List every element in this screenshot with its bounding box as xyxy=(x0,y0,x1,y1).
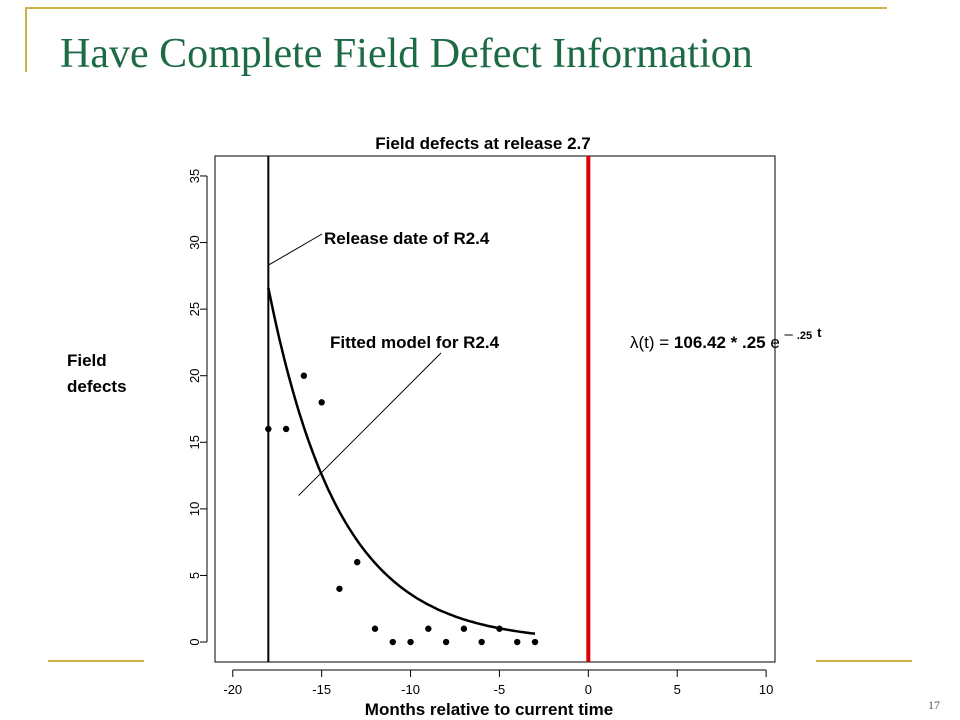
data-point xyxy=(460,625,468,632)
y-tick-label: 35 xyxy=(187,169,202,183)
formula-exp-sign: – xyxy=(785,326,794,343)
x-tick-label: -20 xyxy=(223,682,242,697)
plot-area: -20 -15 -10 -5 0 5 10 0 5 10 15 20 25 30 35 xyxy=(187,155,776,697)
slide-title: Have Complete Field Defect Information xyxy=(60,31,753,77)
plot-frame xyxy=(214,155,776,663)
y-tick-label: 25 xyxy=(187,302,202,316)
release-pointer xyxy=(268,233,323,266)
data-point xyxy=(354,558,361,566)
x-tick-label: -5 xyxy=(494,682,506,697)
x-axis-label: Months relative to current time xyxy=(365,700,613,719)
title-rule-top xyxy=(25,7,887,9)
y-tick-label: 30 xyxy=(187,235,202,249)
data-point xyxy=(371,625,379,632)
footer-rule-right xyxy=(816,660,912,662)
formula-exp-var: t xyxy=(817,325,822,340)
formula-prefix: λ(t) = xyxy=(630,333,674,352)
data-point xyxy=(407,638,414,646)
model-formula: λ(t) = 106.42 * .25 e – .25 t xyxy=(630,325,822,352)
data-point xyxy=(514,638,521,646)
y-axis-label-line1: Field xyxy=(67,351,107,370)
x-tick-label: -10 xyxy=(401,682,420,697)
data-point xyxy=(336,585,343,592)
data-point xyxy=(318,399,325,406)
y-tick-label: 10 xyxy=(187,502,202,516)
fitted-pointer xyxy=(298,352,442,496)
release-annotation: Release date of R2.4 xyxy=(324,229,490,248)
title-rule-left xyxy=(25,7,27,72)
fitted-curve xyxy=(267,287,536,635)
chart-title: Field defects at release 2.7 xyxy=(375,134,590,153)
formula-exp-rate: .25 xyxy=(797,330,812,342)
data-point xyxy=(282,425,290,433)
formula-coefficients: 106.42 * .25 xyxy=(674,333,766,352)
data-point xyxy=(496,625,503,632)
y-tick-label: 20 xyxy=(187,368,202,382)
fitted-model-annotation: Fitted model for R2.4 xyxy=(330,333,500,352)
data-point xyxy=(389,638,396,646)
x-tick-label: 0 xyxy=(585,682,592,697)
formula-base: e xyxy=(766,333,785,352)
data-point xyxy=(300,372,308,379)
x-tick-label: 5 xyxy=(674,682,681,697)
data-point xyxy=(442,638,450,646)
footer-rule-left xyxy=(48,660,144,662)
data-point xyxy=(265,425,272,433)
y-tick-label: 0 xyxy=(187,638,202,645)
y-tick-label: 5 xyxy=(187,572,202,579)
data-point xyxy=(478,638,485,646)
x-tick-label: 10 xyxy=(759,682,773,697)
y-axis-label-line2: defects xyxy=(67,377,127,396)
y-tick-label: 15 xyxy=(187,435,202,449)
data-point xyxy=(531,638,539,646)
data-point xyxy=(425,625,432,632)
x-tick-label: -15 xyxy=(312,682,331,697)
slide-number: 17 xyxy=(928,698,940,712)
